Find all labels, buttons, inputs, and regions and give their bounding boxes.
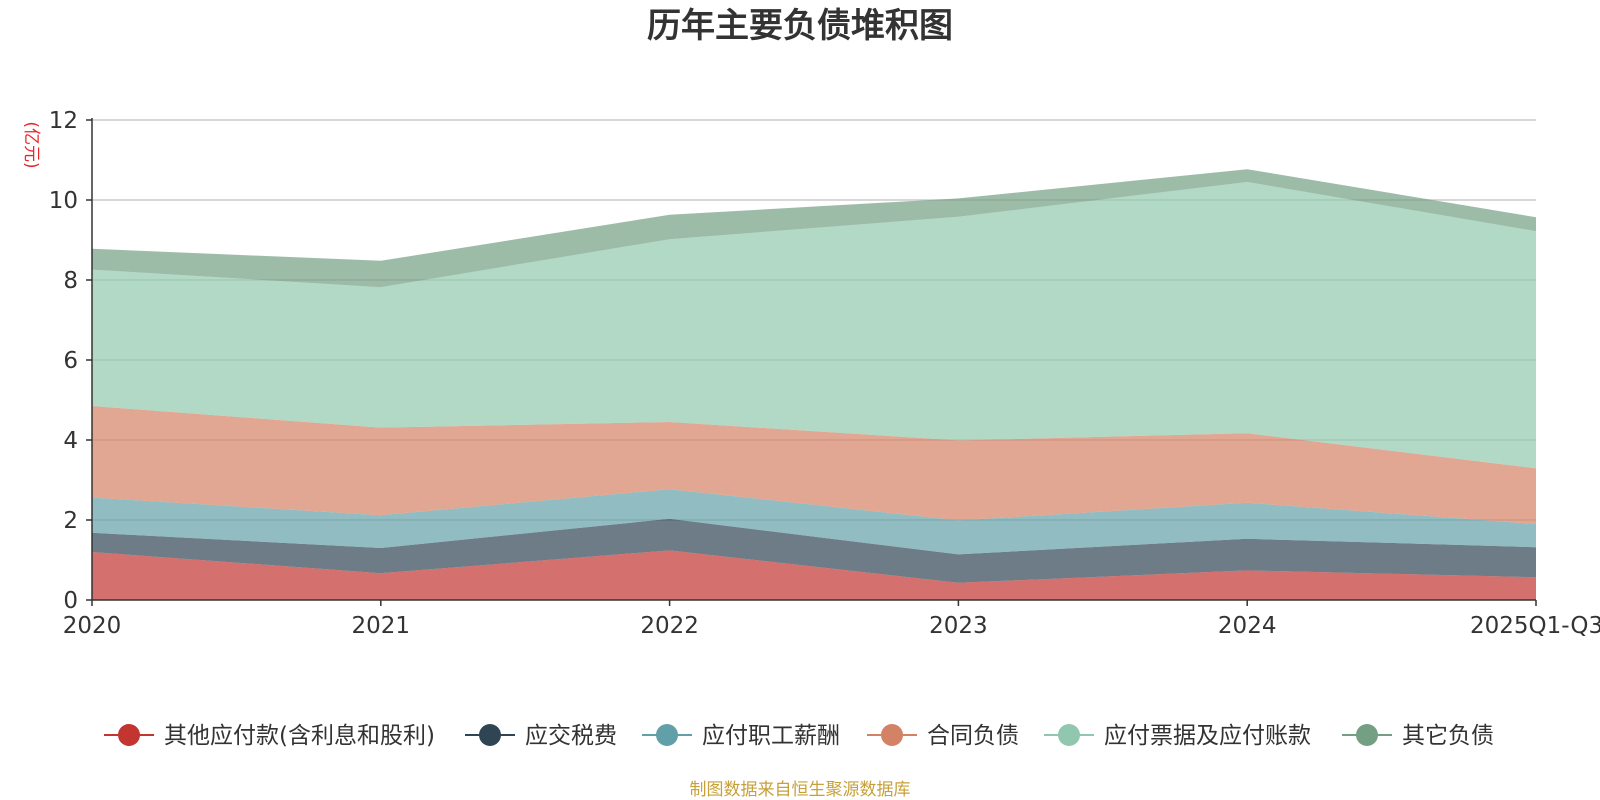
y-tick-label: 4 [63, 428, 78, 454]
legend-item-6[interactable]: 其它负债 [1342, 723, 1494, 749]
x-tick-label: 2022 [640, 613, 699, 639]
area-series-1 [92, 550, 1536, 600]
area-series-3 [92, 489, 1536, 555]
area-series-6 [92, 169, 1536, 288]
y-tick-label: 10 [49, 188, 78, 214]
legend-label: 应交税费 [525, 723, 617, 749]
y-axis-unit: (亿元) [21, 121, 41, 168]
legend-item-5[interactable]: 应付票据及应付账款 [1044, 723, 1311, 749]
source-note: 制图数据来自恒生聚源数据库 [690, 780, 911, 800]
legend-item-1[interactable]: 其他应付款(含利息和股利) [104, 723, 435, 749]
area-series-group [92, 169, 1536, 600]
legend-marker-icon [656, 724, 678, 746]
y-tick-label: 6 [63, 348, 78, 374]
chart-title: 历年主要负债堆积图 [647, 6, 953, 46]
legend-marker-icon [1356, 724, 1378, 746]
area-series-5 [92, 182, 1536, 469]
x-tick-label: 2021 [352, 613, 411, 639]
x-tick-label: 2020 [63, 613, 122, 639]
y-tick-label: 0 [63, 588, 78, 614]
y-tick-label: 8 [63, 268, 78, 294]
legend-marker-icon [118, 724, 140, 746]
x-tick-label: 2023 [929, 613, 988, 639]
y-tick-label: 12 [49, 108, 78, 134]
area-series-2 [92, 518, 1536, 583]
legend: 其他应付款(含利息和股利) 应交税费 应付职工薪酬 合同负债 应付票据及应付账款 其它负债 [104, 723, 1494, 749]
legend-marker-icon [881, 724, 903, 746]
x-tick-label: 2024 [1218, 613, 1277, 639]
legend-item-2[interactable]: 应交税费 [465, 723, 617, 749]
legend-label: 其它负债 [1402, 723, 1494, 749]
legend-label: 应付职工薪酬 [702, 723, 840, 749]
x-tick-label: 2025Q1-Q3 [1470, 613, 1600, 639]
axes: 0 2 4 6 8 10 12 2020 2021 2022 2023 2024 2025Q1-Q3 [49, 108, 1600, 639]
legend-label: 应付票据及应付账款 [1104, 723, 1311, 749]
area-series-4 [92, 406, 1536, 524]
legend-marker-icon [1058, 724, 1080, 746]
legend-label: 其他应付款(含利息和股利) [164, 723, 435, 749]
legend-item-3[interactable]: 应付职工薪酬 [642, 723, 840, 749]
legend-label: 合同负债 [927, 723, 1019, 749]
y-tick-label: 2 [63, 508, 78, 534]
legend-item-4[interactable]: 合同负债 [867, 723, 1019, 749]
legend-marker-icon [479, 724, 501, 746]
